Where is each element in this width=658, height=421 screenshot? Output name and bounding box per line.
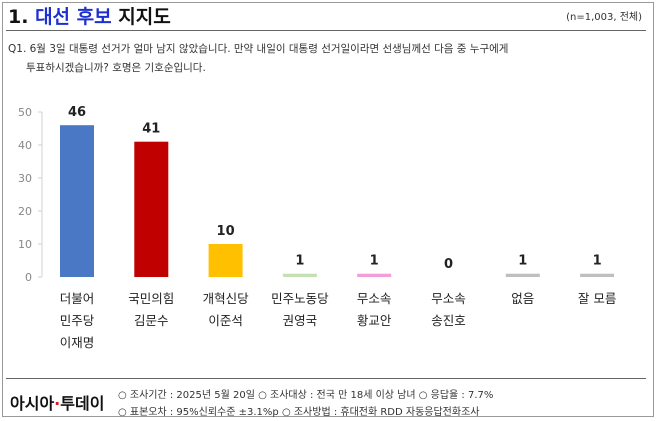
x-category-line: 더불어 bbox=[59, 291, 95, 306]
bar-value-label: 41 bbox=[142, 122, 160, 137]
publisher-logo: 아시아·투데이 bbox=[10, 390, 104, 414]
bar bbox=[282, 273, 317, 277]
y-tick-label: 20 bbox=[18, 205, 32, 218]
question-line-2: 투표하시겠습니까? 호명은 기호순입니다. bbox=[26, 62, 206, 74]
y-tick-label: 10 bbox=[18, 238, 32, 251]
x-category-line: 없음 bbox=[511, 291, 535, 306]
logo-text-b: 투데이 bbox=[60, 394, 105, 413]
bar bbox=[505, 273, 540, 277]
bars bbox=[60, 125, 615, 277]
x-category-label: 없음 bbox=[483, 288, 563, 310]
y-tick-label: 40 bbox=[18, 139, 32, 152]
bar-value-label: 0 bbox=[444, 257, 453, 272]
survey-meta-line-1: ○ 조사기간 : 2025년 5월 20일 ○ 조사대상 : 전국 만 18세 … bbox=[118, 390, 494, 401]
x-category-line: 황교안 bbox=[356, 313, 392, 328]
x-category-line: 민주노동당 bbox=[271, 291, 329, 306]
bar bbox=[134, 141, 169, 277]
x-category-line: 송진호 bbox=[431, 313, 466, 328]
y-tick-label: 30 bbox=[18, 172, 32, 185]
footer-divider bbox=[6, 378, 646, 379]
x-category-line: 무소속 bbox=[431, 291, 466, 306]
bar-value-label: 1 bbox=[593, 254, 602, 269]
header: 1. 대선 후보 지지도 (n=1,003, 전체) bbox=[8, 2, 644, 28]
x-category-line: 이준석 bbox=[208, 313, 243, 328]
x-category-line: 국민의힘 bbox=[128, 291, 175, 306]
x-category-line: 민주당 bbox=[59, 313, 95, 328]
bar-value-label: 1 bbox=[295, 254, 304, 269]
x-category-line: 권영국 bbox=[282, 313, 318, 328]
bar bbox=[60, 125, 94, 277]
bar-value-label: 46 bbox=[68, 105, 86, 120]
title-highlight: 대선 후보 bbox=[35, 6, 112, 28]
survey-question: Q1. 6월 3일 대통령 선거가 얼마 남지 않았습니다. 만약 내일이 대통… bbox=[8, 40, 638, 78]
x-category-line: 잘 모름 bbox=[577, 291, 617, 306]
y-tick-label: 0 bbox=[25, 271, 32, 284]
x-category-line: 개혁신당 bbox=[202, 291, 249, 306]
title-rest: 지지도 bbox=[118, 6, 171, 28]
bar-value-label: 1 bbox=[370, 254, 379, 269]
x-category-label: 잘 모름 bbox=[557, 288, 637, 310]
question-line-1: Q1. 6월 3일 대통령 선거가 얼마 남지 않았습니다. 만약 내일이 대통… bbox=[8, 43, 509, 55]
bar bbox=[208, 244, 243, 277]
title-divider bbox=[6, 30, 646, 31]
title-number: 1. bbox=[8, 6, 29, 28]
x-category-line: 무소속 bbox=[356, 291, 392, 306]
sample-note: (n=1,003, 전체) bbox=[566, 12, 642, 23]
logo-dot: · bbox=[54, 394, 61, 413]
bar bbox=[357, 273, 392, 277]
logo-text-a: 아시아 bbox=[10, 394, 55, 413]
y-tick-label: 50 bbox=[18, 106, 32, 119]
bar bbox=[580, 273, 615, 277]
bar-value-label: 10 bbox=[217, 224, 235, 239]
survey-meta-line-2: ○ 표본오차 : 95%신뢰수준 ±3.1%p ○ 조사방법 : 휴대전화 RD… bbox=[118, 407, 480, 418]
report-frame bbox=[2, 2, 654, 417]
page-title: 1. 대선 후보 지지도 bbox=[8, 2, 171, 29]
x-category-line: 이재명 bbox=[59, 335, 95, 350]
bar-value-label: 1 bbox=[518, 254, 527, 269]
x-category-line: 김문수 bbox=[134, 313, 169, 328]
